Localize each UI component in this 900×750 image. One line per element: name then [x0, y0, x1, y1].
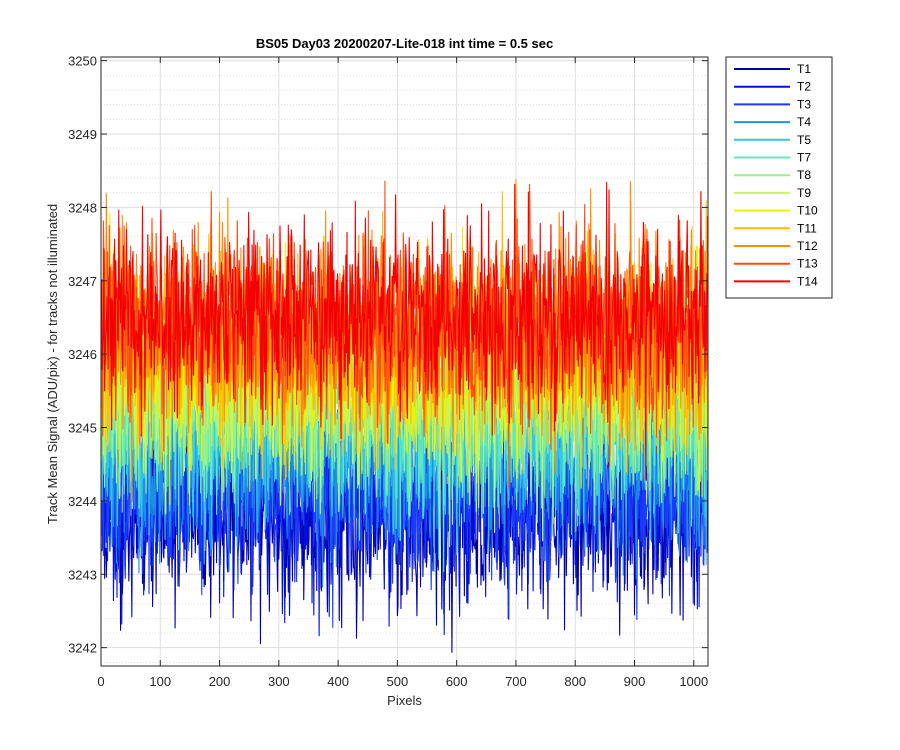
y-tick-label: 3246: [68, 347, 97, 362]
tick-marks: [100, 57, 708, 666]
legend-box: [725, 56, 833, 299]
plot-area: [100, 56, 709, 667]
y-tick-label: 3247: [68, 274, 97, 289]
x-tick-label: 200: [209, 674, 231, 689]
x-tick-label: 300: [268, 674, 290, 689]
y-tick-label: 3249: [68, 127, 97, 142]
legend-label-t12: T12: [797, 239, 818, 253]
x-tick-label: 900: [624, 674, 646, 689]
legend: T1 T2 T3 T4 T5 T7 T8 T9 T10 T11 T12 T13 T14: [725, 56, 833, 299]
legend-label-t9: T9: [797, 186, 811, 200]
x-tick-labels: 0 100 200 300 400 500 600 700 800 900 1000: [97, 674, 708, 689]
x-tick-label: 700: [505, 674, 527, 689]
chart-title: BS05 Day03 20200207-Lite-018 int time = …: [256, 36, 553, 51]
x-tick-label: 400: [327, 674, 349, 689]
legend-label-t4: T4: [797, 115, 811, 129]
legend-label-t2: T2: [797, 80, 811, 94]
x-tick-label: 800: [564, 674, 586, 689]
x-tick-label: 600: [446, 674, 468, 689]
x-tick-label: 100: [149, 674, 171, 689]
legend-label-t11: T11: [797, 221, 817, 235]
legend-label-t14: T14: [797, 274, 818, 288]
series-lines: [101, 179, 709, 653]
legend-label-t8: T8: [797, 168, 811, 182]
legend-items: T1 T2 T3 T4 T5 T7 T8 T9 T10 T11 T12 T13 T14: [734, 62, 818, 288]
y-tick-label: 3245: [68, 421, 97, 436]
y-tick-label: 3243: [68, 567, 97, 582]
legend-label-t5: T5: [797, 133, 811, 147]
x-axis-label: Pixels: [387, 693, 422, 708]
legend-label-t7: T7: [797, 151, 811, 165]
x-tick-label: 1000: [679, 674, 708, 689]
x-tick-label: 0: [97, 674, 104, 689]
y-tick-label: 3248: [68, 200, 97, 215]
y-tick-label: 3244: [68, 494, 97, 509]
axes-box: [100, 56, 709, 667]
y-tick-label: 3250: [68, 54, 97, 69]
y-axis-label: Track Mean Signal (ADU/pix) - for tracks…: [45, 204, 60, 524]
legend-label-t3: T3: [797, 97, 811, 111]
series-line-t14: [101, 181, 709, 481]
legend-label-t10: T10: [797, 204, 818, 218]
legend-label-t13: T13: [797, 257, 818, 271]
legend-label-t1: T1: [797, 62, 811, 76]
y-tick-labels: 3242 3243 3244 3245 3246 3247 3248 3249 3250: [68, 54, 97, 656]
x-tick-label: 500: [387, 674, 409, 689]
y-tick-label: 3242: [68, 641, 97, 656]
